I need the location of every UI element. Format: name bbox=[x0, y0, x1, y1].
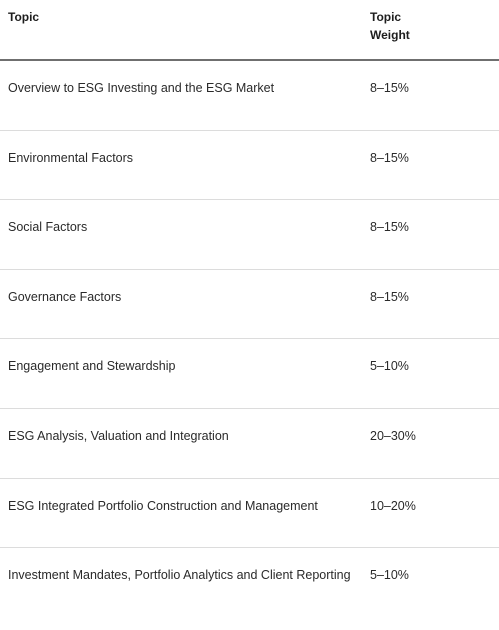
row-topic: Environmental Factors bbox=[8, 150, 134, 165]
row-weight: 20–30% bbox=[370, 428, 416, 443]
row-topic: Investment Mandates, Portfolio Analytics… bbox=[8, 568, 351, 583]
row-topic: Engagement and Stewardship bbox=[8, 359, 176, 374]
header-topic: Topic bbox=[8, 10, 40, 24]
table-row: Overview to ESG Investing and the ESG Ma… bbox=[0, 61, 499, 131]
row-weight: 10–20% bbox=[370, 498, 416, 513]
row-weight: 8–15% bbox=[370, 81, 409, 95]
row-topic: ESG Integrated Portfolio Construction an… bbox=[8, 498, 318, 513]
row-weight: 8–15% bbox=[370, 220, 409, 235]
table-row: ESG Integrated Portfolio Construction an… bbox=[0, 479, 499, 549]
row-weight: 5–10% bbox=[370, 359, 409, 374]
row-topic: Overview to ESG Investing and the ESG Ma… bbox=[8, 81, 275, 95]
table-row: Engagement and Stewardship 5–10% bbox=[0, 339, 499, 409]
table-row: Investment Mandates, Portfolio Analytics… bbox=[0, 548, 499, 630]
table-row: ESG Analysis, Valuation and Integration … bbox=[0, 409, 499, 479]
table-header: Topic Topic Weight bbox=[0, 0, 499, 61]
table-row: Governance Factors 8–15% bbox=[0, 270, 499, 340]
row-weight: 8–15% bbox=[370, 150, 409, 165]
row-weight: 8–15% bbox=[370, 289, 409, 304]
table-row: Social Factors 8–15% bbox=[0, 200, 499, 270]
row-topic: Social Factors bbox=[8, 220, 88, 235]
row-weight: 5–10% bbox=[370, 568, 409, 583]
row-topic: ESG Analysis, Valuation and Integration bbox=[8, 428, 229, 443]
table-row: Environmental Factors 8–15% bbox=[0, 131, 499, 201]
header-topic-weight: Topic Weight bbox=[370, 10, 410, 42]
row-topic: Governance Factors bbox=[8, 289, 122, 304]
